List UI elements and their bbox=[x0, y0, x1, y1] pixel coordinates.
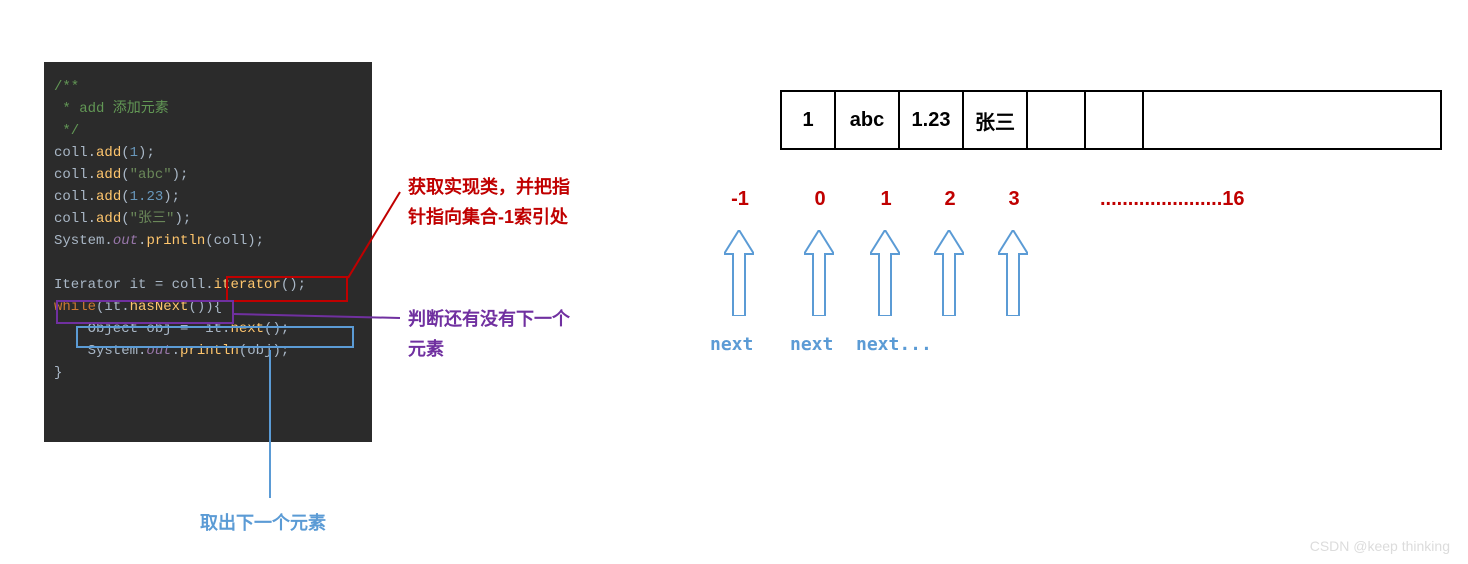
code-text: ); bbox=[138, 145, 155, 161]
code-text: coll. bbox=[54, 145, 96, 161]
annotation-iterator: 获取实现类，并把指 针指向集合-1索引处 bbox=[408, 172, 570, 232]
iterator-arrow-icon bbox=[804, 230, 834, 316]
code-field: out bbox=[113, 233, 138, 249]
code-text: ); bbox=[174, 211, 191, 227]
index-label: 0 bbox=[800, 188, 840, 211]
annotation-line: 针指向集合-1索引处 bbox=[408, 202, 570, 232]
array-cell: 1.23 bbox=[899, 91, 963, 149]
annotation-line: 判断还有没有下一个 bbox=[408, 304, 570, 334]
array-cell bbox=[1143, 91, 1441, 149]
code-text: ); bbox=[163, 189, 180, 205]
iterator-arrow-icon bbox=[870, 230, 900, 316]
code-method: add bbox=[96, 145, 121, 161]
next-label: next bbox=[710, 334, 753, 355]
array-diagram: 1abc1.23张三 bbox=[780, 90, 1442, 150]
code-text: Iterator it = coll. bbox=[54, 277, 214, 293]
annotation-line: 取出下一个元素 bbox=[200, 508, 326, 538]
index-label: -1 bbox=[720, 188, 760, 211]
code-text: System. bbox=[54, 233, 113, 249]
next-label: next... bbox=[856, 334, 932, 355]
index-label: 3 bbox=[994, 188, 1034, 211]
next-label: next bbox=[790, 334, 833, 355]
code-text: (coll); bbox=[205, 233, 264, 249]
watermark: CSDN @keep thinking bbox=[1310, 538, 1450, 554]
annotation-line: 获取实现类，并把指 bbox=[408, 172, 570, 202]
code-method: add bbox=[96, 167, 121, 183]
annotation-next: 取出下一个元素 bbox=[200, 508, 326, 538]
highlight-box-while bbox=[56, 300, 234, 324]
array-cell: abc bbox=[835, 91, 899, 149]
code-text: coll. bbox=[54, 189, 96, 205]
array-cell: 1 bbox=[781, 91, 835, 149]
code-editor-panel: /** * add 添加元素 */ coll.add(1); coll.add(… bbox=[44, 62, 372, 442]
code-text: } bbox=[54, 365, 62, 381]
code-text: ( bbox=[121, 167, 129, 183]
annotation-line: 元素 bbox=[408, 334, 570, 364]
code-method: add bbox=[96, 189, 121, 205]
code-text: coll. bbox=[54, 211, 96, 227]
annotation-hasnext: 判断还有没有下一个 元素 bbox=[408, 304, 570, 364]
code-number: 1 bbox=[130, 145, 138, 161]
index-label: 2 bbox=[930, 188, 970, 211]
code-text: ( bbox=[121, 189, 129, 205]
iterator-arrow-icon bbox=[934, 230, 964, 316]
code-method: add bbox=[96, 211, 121, 227]
index-label: 1 bbox=[866, 188, 906, 211]
array-cell bbox=[1027, 91, 1085, 149]
array-cell bbox=[1085, 91, 1143, 149]
index-dots: ......................16 bbox=[1100, 188, 1245, 211]
code-string: "abc" bbox=[130, 167, 172, 183]
highlight-box-next bbox=[76, 326, 354, 348]
code-text: ); bbox=[172, 167, 189, 183]
array-cell: 张三 bbox=[963, 91, 1027, 149]
iterator-arrow-icon bbox=[724, 230, 754, 316]
code-comment: * add 添加元素 bbox=[54, 101, 169, 117]
code-string: "张三" bbox=[130, 211, 175, 227]
code-method: println bbox=[146, 233, 205, 249]
code-number: 1.23 bbox=[130, 189, 164, 205]
code-text: ( bbox=[121, 145, 129, 161]
code-comment: /** bbox=[54, 79, 79, 95]
code-text: coll. bbox=[54, 167, 96, 183]
array-row: 1abc1.23张三 bbox=[781, 91, 1441, 149]
highlight-box-iterator bbox=[226, 276, 348, 302]
iterator-arrow-icon bbox=[998, 230, 1028, 316]
code-comment: */ bbox=[54, 123, 79, 139]
code-text: ( bbox=[121, 211, 129, 227]
